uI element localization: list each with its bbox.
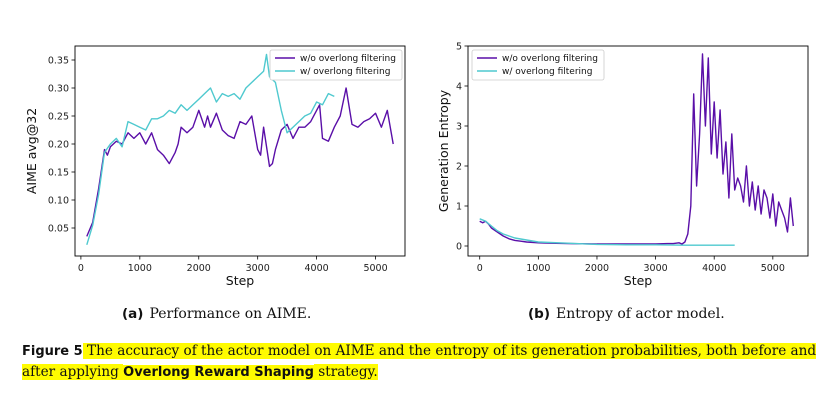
figure-caption: Figure 5 The accuracy of the actor model… <box>22 341 827 383</box>
y-tick-label: 0.20 <box>48 139 69 150</box>
x-tick-label: 5000 <box>761 263 785 274</box>
legend-entry: w/ overlong filtering <box>502 67 592 77</box>
plot-frame <box>74 45 406 257</box>
chart-panel-a: 0 1000 2000 3000 4000 5000 0.05 0.10 0.15 0.20 0.2… <box>24 45 406 288</box>
subcaption-b-text: Entropy of actor model. <box>556 306 725 322</box>
y-tick-label: 0.05 <box>48 223 69 234</box>
x-tick-label: 0 <box>477 263 483 274</box>
series-line-with-filtering <box>86 53 335 246</box>
series-line-without-filtering <box>479 53 794 245</box>
x-tick-label: 3000 <box>246 263 270 274</box>
caption-part2: strategy. <box>313 364 378 380</box>
subcaption-a-text: Performance on AIME. <box>149 306 312 322</box>
y-tick-label: 3 <box>456 121 462 132</box>
series-line-with-filtering <box>479 218 735 246</box>
legend: w/o overlong filtering w/ overlong filter… <box>471 49 605 81</box>
y-tick-label: 0.25 <box>48 111 69 122</box>
legend-entry: w/o overlong filtering <box>502 54 598 64</box>
x-tick-label: 3000 <box>643 263 667 274</box>
y-tick-label: 0 <box>456 241 462 252</box>
y-axis-label: Generation Entropy <box>436 89 451 212</box>
y-tick-label: 0.35 <box>48 55 69 66</box>
x-tick-label: 1000 <box>526 263 550 274</box>
legend-entry: w/ overlong filtering <box>300 67 390 77</box>
figure-charts: 0 1000 2000 3000 4000 5000 0.05 0.10 0.15 0.20 0.2… <box>24 41 809 288</box>
legend-box <box>269 49 403 81</box>
y-tick-label: 2 <box>456 161 462 172</box>
x-tick-label: 2000 <box>585 263 609 274</box>
legend-box <box>471 49 605 81</box>
x-tick-label: 4000 <box>702 263 726 274</box>
subcaption-a: (a) Performance on AIME. <box>122 306 311 322</box>
legend-entry: w/o overlong filtering <box>300 54 396 64</box>
x-tick-label: 5000 <box>363 263 387 274</box>
y-tick-label: 1 <box>456 201 462 212</box>
x-tick-label: 1000 <box>128 263 152 274</box>
y-tick-label: 5 <box>456 41 462 52</box>
x-tick-label: 2000 <box>187 263 211 274</box>
y-tick-label: 0.10 <box>48 195 69 206</box>
plot-frame <box>467 45 809 257</box>
legend: w/o overlong filtering w/ overlong filter… <box>269 49 403 81</box>
y-tick-label: 0.15 <box>48 167 69 178</box>
series-line-without-filtering <box>86 87 394 237</box>
caption-bold: Overlong Reward Shaping <box>123 365 314 380</box>
caption-label: Figure 5 <box>22 344 83 359</box>
y-axis-label: AIME avg@32 <box>24 108 39 194</box>
subcaption-b-label: (b) <box>528 306 551 322</box>
x-axis-label: Step <box>624 273 653 288</box>
x-tick-label: 4000 <box>305 263 329 274</box>
subcaption-a-label: (a) <box>122 306 144 322</box>
x-axis-label: Step <box>226 273 255 288</box>
x-tick-label: 0 <box>78 263 84 274</box>
subcaption-b: (b) Entropy of actor model. <box>528 306 725 322</box>
y-tick-label: 4 <box>456 81 462 92</box>
chart-panel-b: 0 1000 2000 3000 4000 5000 0 1 2 3 4 5 Step Generatio… <box>436 41 809 288</box>
y-tick-label: 0.30 <box>48 83 69 94</box>
